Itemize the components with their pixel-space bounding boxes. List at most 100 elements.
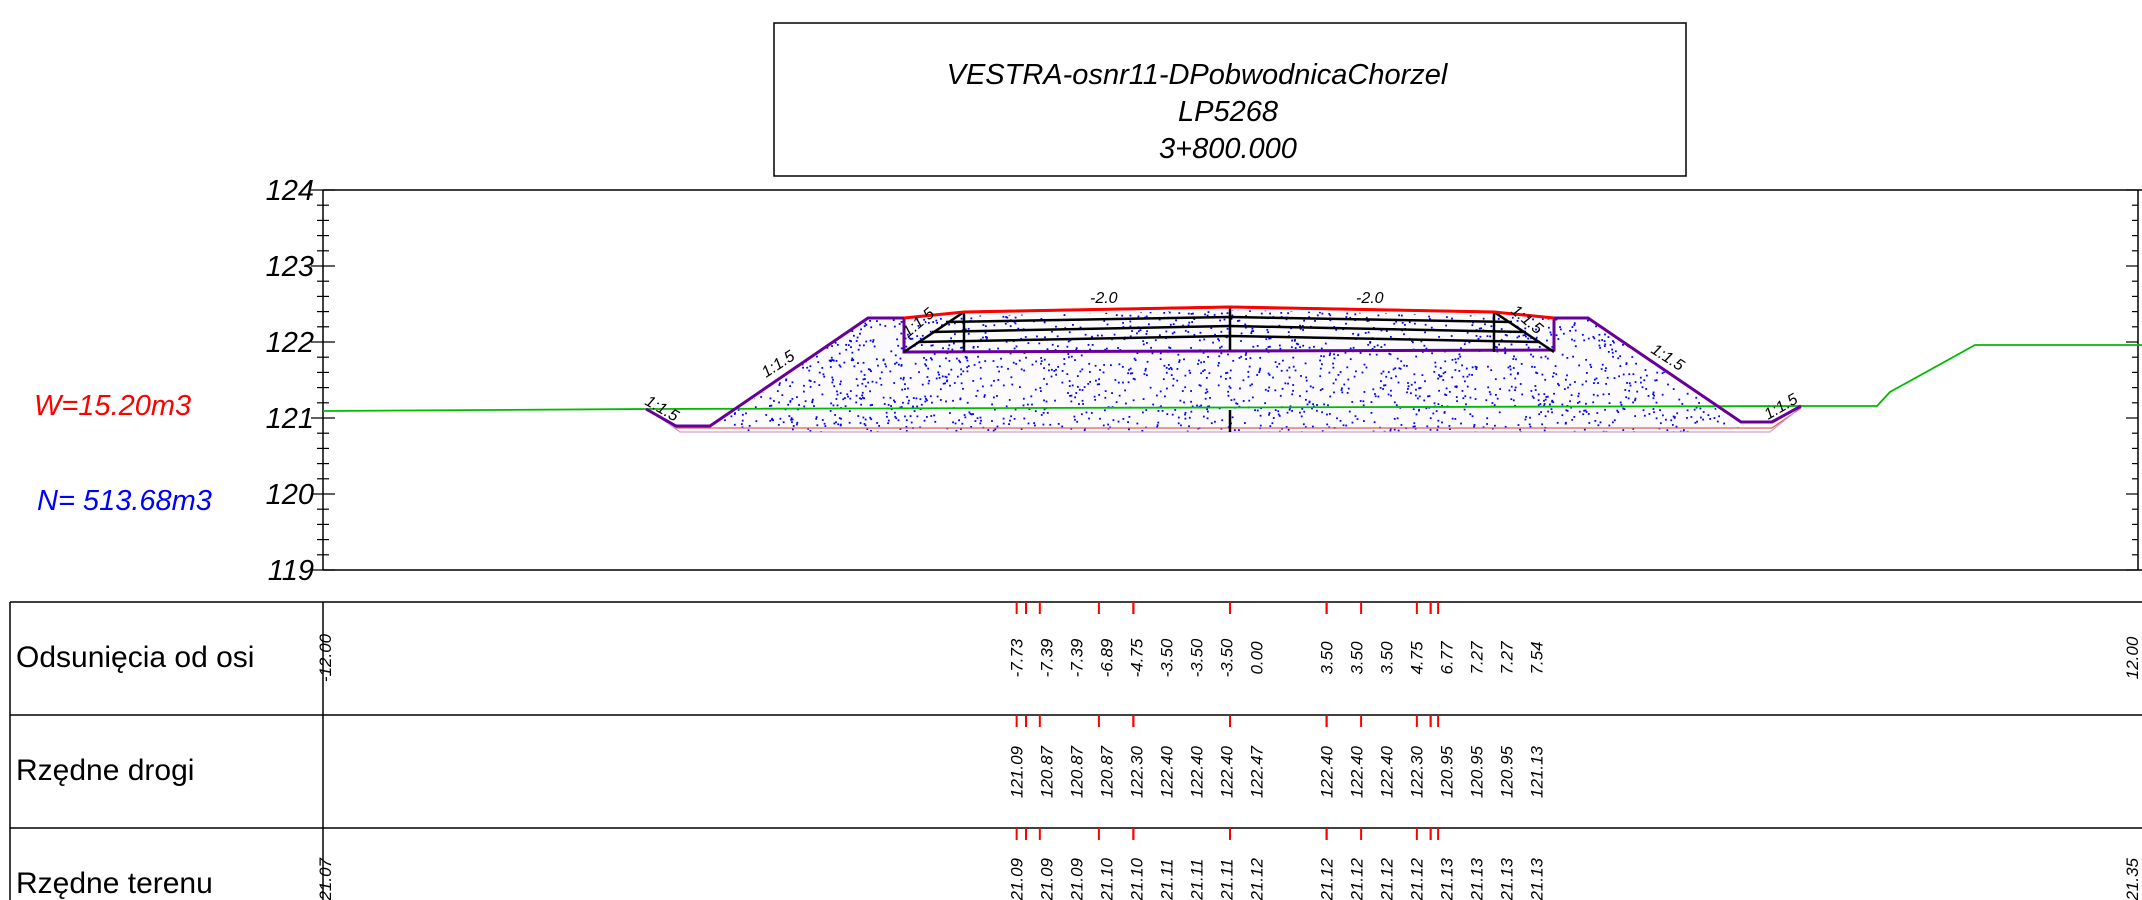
fill-dot (849, 302, 851, 304)
fill-dot (1017, 327, 1020, 330)
fill-dot (1238, 429, 1240, 431)
fill-dot (1178, 361, 1181, 363)
fill-dot (1546, 395, 1549, 398)
fill-dot (892, 399, 895, 402)
title-project: VESTRA-osnr11-DPobwodnicaChorzel (947, 59, 1449, 91)
fill-dot (725, 303, 727, 305)
fill-dot (855, 394, 858, 397)
fill-dot (1652, 408, 1655, 410)
fill-dot (1067, 353, 1070, 355)
fill-dot (1626, 317, 1628, 320)
fill-dot (902, 401, 904, 404)
fill-dot (1722, 334, 1725, 336)
fill-dot (916, 335, 919, 337)
fill-dot (1256, 374, 1259, 376)
fill-dot (1661, 310, 1664, 311)
fill-dot (1459, 355, 1462, 358)
fill-dot (823, 422, 826, 425)
fill-dot (1230, 399, 1233, 402)
fill-dot (727, 329, 730, 332)
fill-dot (900, 377, 902, 380)
fill-dot (1724, 311, 1726, 314)
fill-dot (808, 379, 811, 382)
fill-dot (955, 429, 958, 432)
table-cell-offsets: 7.27 (1498, 641, 1517, 675)
fill-dot (893, 382, 896, 384)
fill-dot (1708, 335, 1711, 338)
fill-dot (939, 388, 942, 391)
fill-dot (1324, 342, 1327, 345)
fill-dot (1115, 401, 1118, 403)
fill-dot (718, 342, 721, 345)
fill-dot (798, 301, 800, 303)
fill-dot (1609, 343, 1612, 346)
fill-dot (1037, 303, 1039, 305)
fill-dot (1642, 409, 1645, 412)
fill-dot (1406, 300, 1408, 302)
fill-dot (1200, 361, 1203, 364)
fill-dot (1361, 371, 1364, 374)
fill-dot (1259, 356, 1262, 359)
fill-dot (1295, 342, 1298, 345)
fill-dot (1655, 417, 1658, 420)
fill-dot (1070, 400, 1073, 403)
fill-dot (964, 416, 967, 419)
fill-dot (1121, 365, 1124, 368)
fill-dot (1727, 369, 1729, 372)
fill-dot (997, 347, 999, 350)
fill-dot (1190, 400, 1192, 403)
fill-dot (1188, 416, 1191, 419)
fill-dot (838, 364, 841, 367)
fill-dot (1054, 349, 1057, 351)
fill-dot (1129, 367, 1132, 370)
fill-dot (1449, 428, 1451, 431)
fill-dot (1488, 391, 1491, 393)
fill-dot (1258, 371, 1261, 373)
fill-dot (1177, 416, 1180, 419)
fill-dot (1594, 420, 1597, 422)
fill-dot (1414, 394, 1417, 397)
fill-dot (1340, 389, 1343, 391)
fill-dot (773, 400, 775, 402)
fill-dot (1011, 383, 1014, 386)
fill-dot (1713, 331, 1716, 334)
fill-dot (1291, 393, 1294, 396)
row-label-terrain-elevations: Rzędne terenu (16, 867, 213, 900)
fill-dot (1055, 373, 1058, 376)
fill-dot (1574, 345, 1577, 348)
fill-dot (843, 361, 846, 364)
fill-dot (1535, 302, 1537, 304)
fill-dot (1249, 310, 1251, 312)
fill-dot (1040, 390, 1042, 392)
fill-dot (715, 368, 717, 370)
fill-dot (1578, 364, 1581, 367)
fill-dot (1681, 300, 1683, 302)
fill-dot (1069, 395, 1071, 397)
fill-dot (1128, 428, 1130, 431)
fill-dot (1328, 426, 1331, 429)
fill-dot (742, 386, 744, 389)
fill-dot (1574, 381, 1576, 383)
fill-dot (932, 305, 934, 307)
fill-dot (843, 308, 845, 310)
fill-dot (1207, 311, 1210, 313)
fill-dot (1227, 353, 1229, 356)
fill-dot (1661, 393, 1664, 396)
fill-dot (778, 382, 781, 385)
fill-dot (1159, 352, 1162, 355)
fill-dot (1514, 377, 1517, 380)
fill-dot (1561, 414, 1564, 417)
fill-dot (1521, 393, 1524, 396)
fill-dot (1293, 300, 1295, 302)
fill-dot (749, 305, 751, 307)
fill-dot (1382, 370, 1385, 373)
table-station-markers (1015, 602, 1440, 840)
fill-dot (1249, 384, 1252, 387)
fill-dot (1564, 422, 1567, 425)
fill-dot (715, 362, 717, 365)
fill-dot (960, 373, 963, 376)
fill-dot (1617, 357, 1620, 360)
fill-dot (1604, 343, 1607, 346)
fill-dot (1171, 413, 1174, 416)
fill-dot (1071, 384, 1074, 387)
